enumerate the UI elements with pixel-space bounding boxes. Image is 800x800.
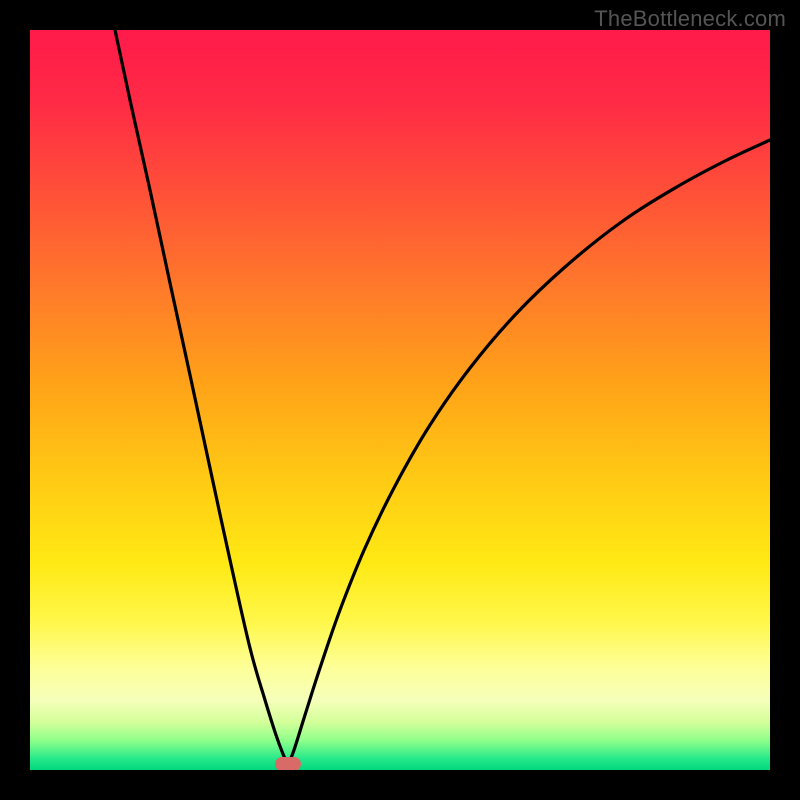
bottleneck-curve: [30, 30, 770, 770]
optimum-marker: [275, 757, 301, 770]
watermark-text: TheBottleneck.com: [594, 6, 786, 32]
plot-area: [30, 30, 770, 770]
